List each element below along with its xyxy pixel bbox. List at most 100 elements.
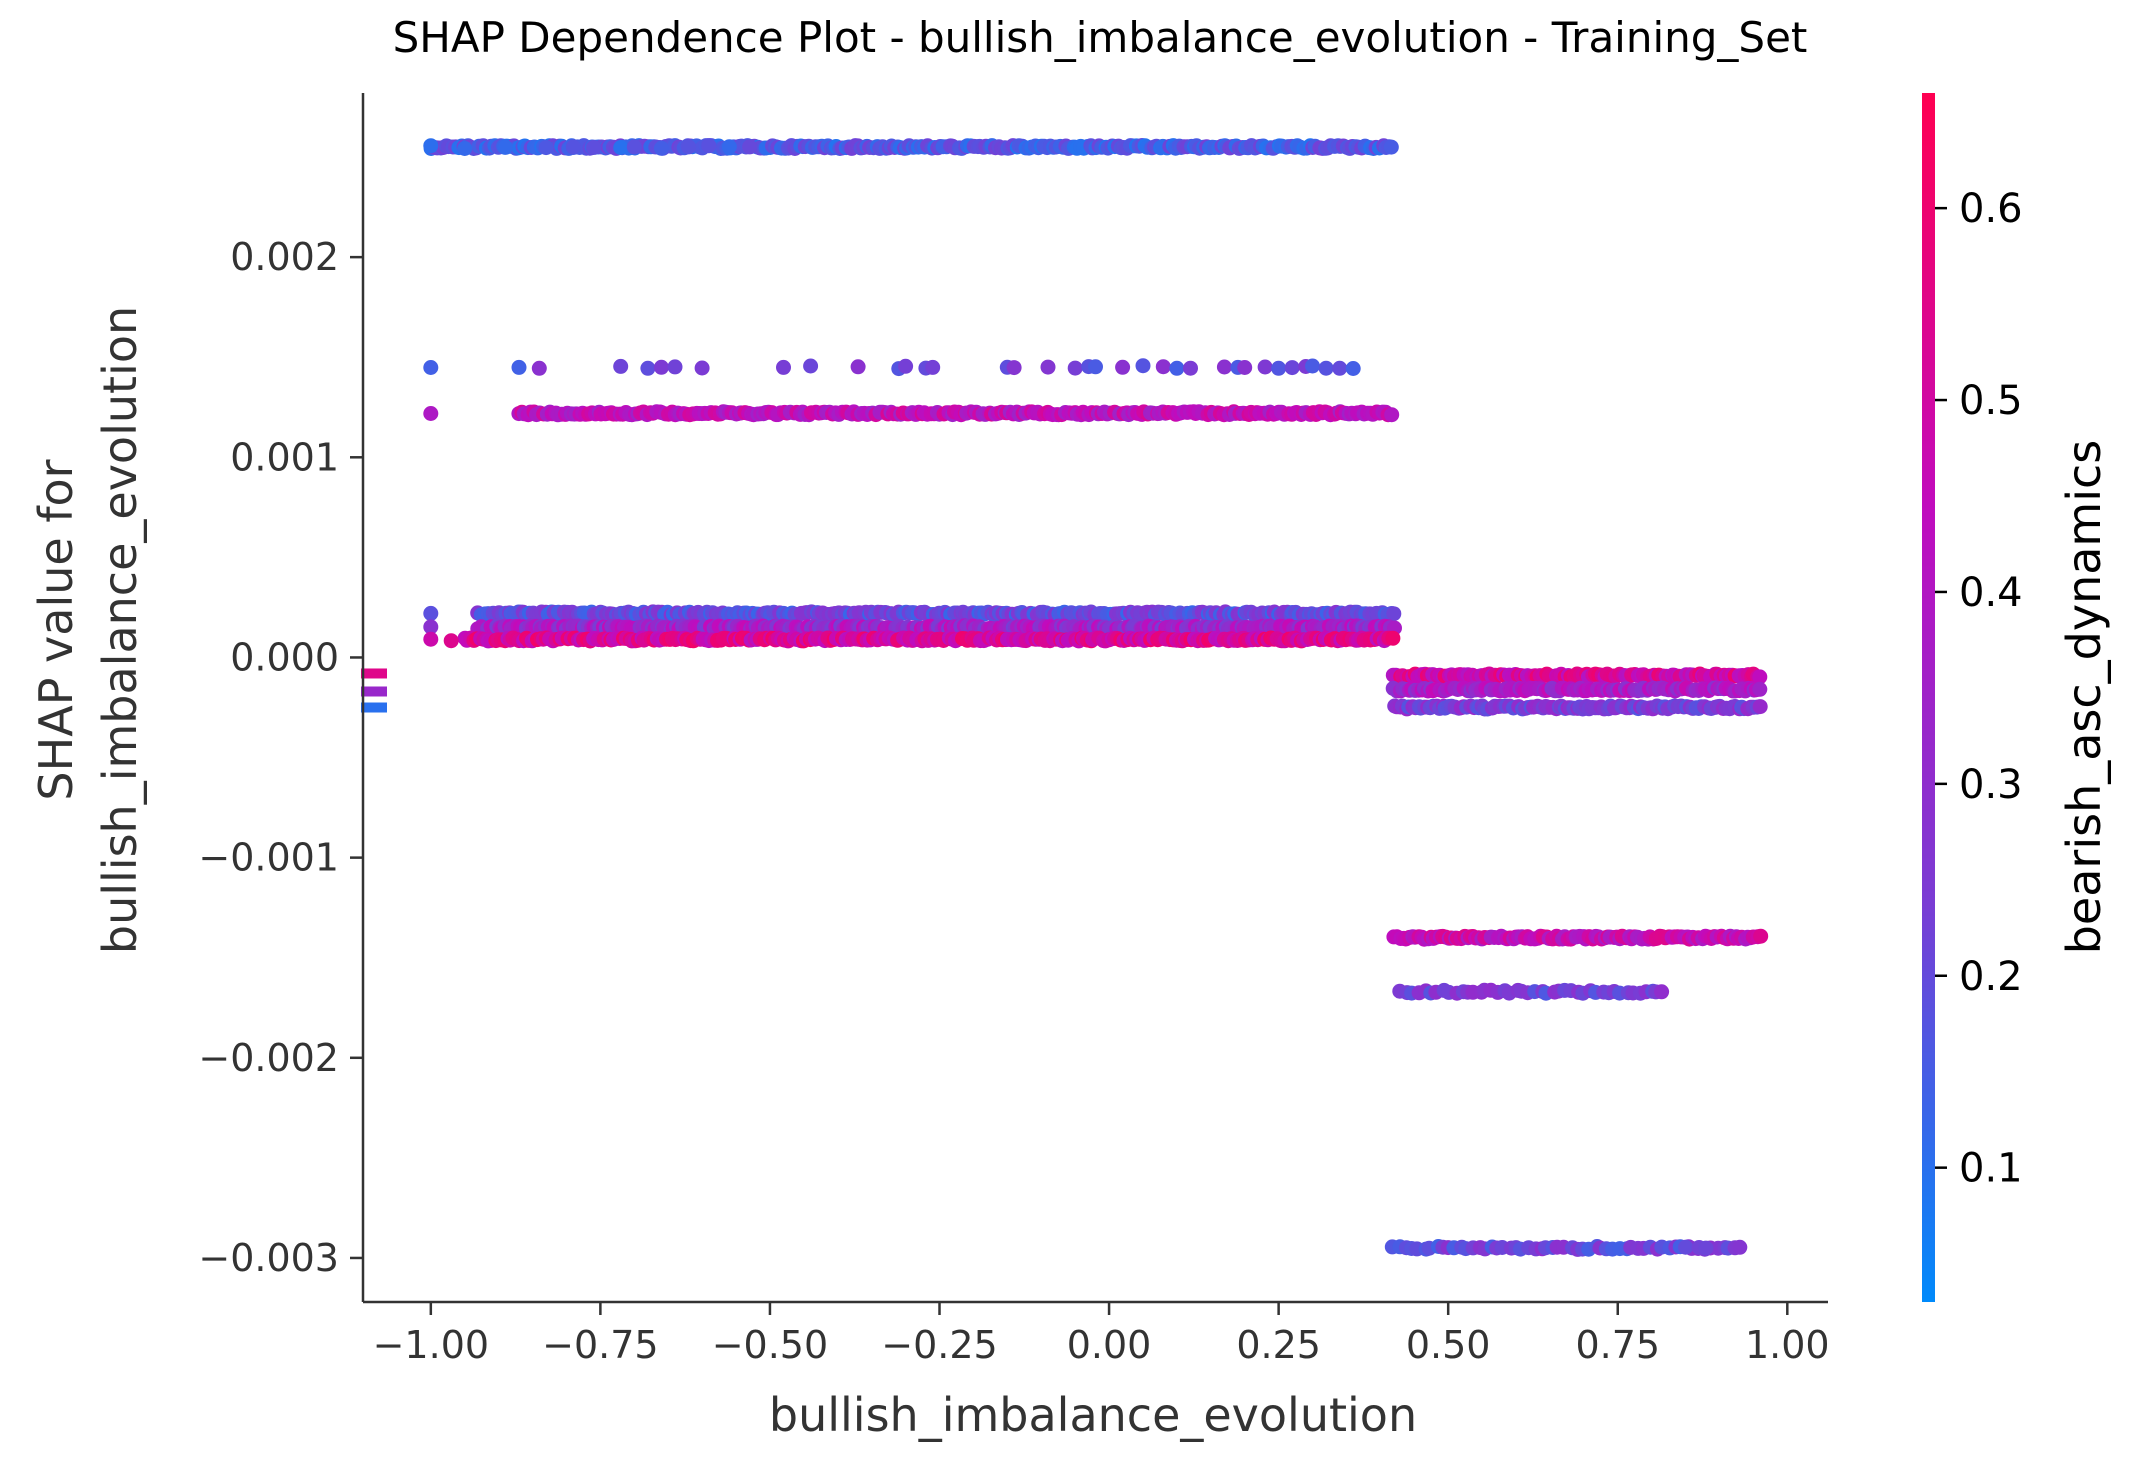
x-tick-label: 0.25 — [1236, 1323, 1321, 1367]
scatter-points — [423, 138, 1769, 1257]
colorbar-label: bearish_asc_dynamics — [2057, 440, 2111, 955]
y-tick-label: 0.000 — [230, 635, 339, 679]
band-10 — [1392, 982, 1670, 1001]
band-2 — [423, 404, 1400, 423]
scatter-point — [1654, 984, 1670, 1000]
colorbar-tick-label: 0.6 — [1959, 186, 2023, 232]
band-7 — [1385, 680, 1768, 699]
band-6 — [1385, 666, 1768, 685]
x-axis-ticks: −1.00 −0.75 −0.50 −0.25 0.00 0.25 0.50 0.75 1.00 — [373, 1302, 1830, 1367]
scatter-point — [1345, 361, 1361, 376]
scatter-point — [667, 359, 683, 375]
scatter-point — [626, 139, 642, 155]
scatter-point — [1383, 139, 1399, 155]
colorbar-tick-label: 0.5 — [1959, 378, 2023, 424]
x-tick-label: −1.00 — [373, 1323, 489, 1367]
y-tick-label: −0.001 — [198, 836, 339, 880]
scatter-point — [1135, 358, 1151, 374]
scatter-point — [701, 138, 717, 154]
scatter-point — [613, 140, 629, 155]
missing-value-marker — [361, 668, 387, 679]
y-tick-label: 0.001 — [230, 435, 339, 479]
chart-title: SHAP Dependence Plot - bullish_imbalance… — [393, 13, 1808, 62]
scatter-point — [1271, 360, 1287, 376]
scatter-point — [1237, 360, 1253, 375]
scatter-point — [457, 141, 473, 156]
scatter-point — [1040, 359, 1056, 375]
y-tick-label: 0.002 — [230, 235, 339, 279]
colorbar-tick-label: 0.1 — [1959, 1146, 2023, 1192]
scatter-point — [1732, 1239, 1748, 1255]
y-axis-label-line2: bullish_imbalance_evolution — [93, 306, 147, 954]
scatter-point — [1169, 360, 1185, 376]
scatter-point — [531, 360, 547, 376]
scatter-point — [653, 140, 669, 156]
band-5 — [423, 630, 1401, 649]
scatter-point — [565, 139, 581, 155]
colorbar-tick-label: 0.3 — [1959, 762, 2023, 808]
scatter-point — [423, 605, 439, 621]
colorbar-ticks: 0.1 0.2 0.3 0.4 0.5 0.6 — [1935, 186, 2023, 1192]
y-tick-label: −0.002 — [198, 1036, 339, 1080]
scatter-point — [1384, 407, 1400, 423]
scatter-point — [1305, 358, 1320, 374]
scatter-point — [497, 139, 513, 155]
scatter-point — [1678, 1239, 1694, 1255]
x-tick-label: 0.75 — [1575, 1323, 1660, 1367]
scatter-point — [1752, 669, 1768, 685]
band-3 — [423, 604, 1402, 623]
scatter-point — [850, 359, 866, 375]
band-1 — [423, 358, 1361, 377]
scatter-point — [1155, 359, 1171, 375]
scatter-point — [640, 360, 656, 376]
scatter-point — [1216, 359, 1232, 375]
missing-value-marker — [361, 702, 387, 713]
colorbar-tick-label: 0.4 — [1959, 570, 2023, 616]
colorbar — [1922, 93, 1935, 1302]
scatter-point — [925, 359, 941, 375]
y-tick-label: −0.003 — [198, 1236, 339, 1280]
scatter-point — [443, 633, 459, 649]
scatter-point — [538, 140, 554, 156]
scatter-point — [681, 139, 697, 155]
scatter-point — [1332, 360, 1348, 376]
y-axis-label-line1: SHAP value for — [29, 459, 83, 800]
scatter-point — [1318, 360, 1334, 376]
scatter-point — [1386, 606, 1402, 622]
colorbar-tick-label: 0.2 — [1959, 954, 2023, 1000]
scatter-point — [1385, 630, 1401, 646]
scatter-point — [694, 360, 710, 376]
scatter-point — [423, 406, 439, 421]
x-tick-label: 0.00 — [1067, 1323, 1152, 1367]
scatter-point — [1752, 681, 1768, 697]
scatter-point — [1753, 928, 1769, 944]
x-axis-label: bullish_imbalance_evolution — [769, 1388, 1417, 1442]
scatter-point — [776, 359, 791, 375]
scatter-point — [1698, 1240, 1714, 1256]
scatter-point — [1088, 359, 1103, 375]
scatter-point — [1752, 699, 1768, 715]
scatter-point — [511, 359, 527, 375]
scatter-point — [423, 619, 439, 635]
scatter-point — [423, 360, 439, 375]
y-axis-ticks: 0.002 0.001 0.000 −0.001 −0.002 −0.003 — [198, 235, 363, 1280]
band-8 — [1387, 698, 1768, 717]
scatter-point — [423, 631, 439, 647]
scatter-point — [803, 358, 819, 374]
scatter-point — [586, 140, 602, 155]
x-tick-label: 0.50 — [1406, 1323, 1491, 1367]
x-tick-label: −0.75 — [542, 1323, 658, 1367]
scatter-point — [653, 359, 669, 375]
x-tick-label: −0.25 — [881, 1323, 997, 1367]
band-9 — [1386, 928, 1769, 947]
missing-value-markers — [361, 668, 387, 713]
scatter-point — [742, 139, 758, 155]
scatter-point — [423, 138, 439, 154]
band-0 — [423, 138, 1399, 156]
band-11 — [1384, 1239, 1748, 1257]
scatter-point — [1115, 359, 1131, 375]
missing-value-marker — [361, 686, 387, 697]
scatter-point — [1006, 360, 1022, 376]
scatter-point — [1284, 360, 1300, 376]
